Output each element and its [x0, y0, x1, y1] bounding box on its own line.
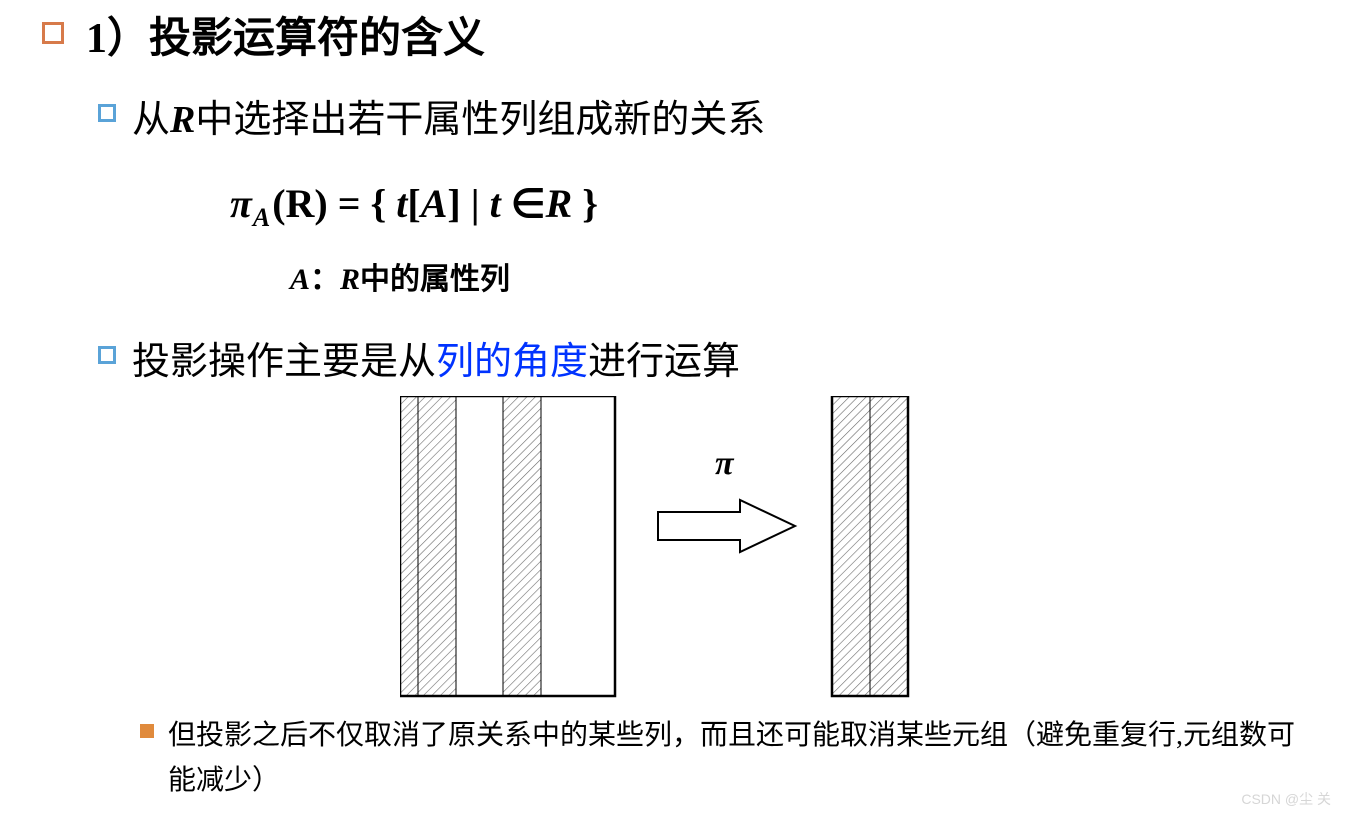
- formula-R2: R: [546, 181, 573, 226]
- projection-diagram: π: [400, 396, 960, 696]
- sub2-highlight: 列的角度: [436, 341, 588, 383]
- formula-note-A: A: [290, 263, 310, 296]
- formula-A2: A: [421, 181, 448, 226]
- note-text: 但投影之后不仅取消了原关系中的某些列，而且还可能取消某些元组（避免重复行,元组数…: [168, 714, 1309, 804]
- note-bullet-icon: [140, 724, 154, 738]
- sub-bullet-icon: [98, 104, 116, 122]
- formula-bracket-close: ]: [447, 181, 460, 226]
- formula-note: A：R中的属性列: [290, 254, 510, 298]
- slide: 1）投影运算符的含义 从R中选择出若干属性列组成新的关系 πA(R) = { t…: [0, 0, 1349, 819]
- sub1-prefix: 从: [132, 99, 170, 141]
- diagram-target-relation: [832, 396, 908, 696]
- diagram-svg: π: [400, 396, 960, 716]
- formula-open: (R) = {: [272, 181, 396, 226]
- watermark-text: CSDN @尘 关: [1241, 789, 1331, 809]
- formula-bracket-open: [: [407, 181, 420, 226]
- sub1-italic-R: R: [170, 99, 195, 141]
- sub1-text: 从R中选择出若干属性列组成新的关系: [132, 88, 765, 143]
- diagram-pi-label: π: [715, 445, 735, 482]
- formula-sub-A: A: [253, 203, 270, 232]
- heading-bullet-icon: [42, 22, 64, 44]
- sub1-suffix: 中选择出若干属性列组成新的关系: [195, 99, 765, 141]
- formula-t2: t: [490, 181, 511, 226]
- heading-row: 1）投影运算符的含义: [42, 4, 485, 65]
- sub2-prefix: 投影操作主要是从: [132, 341, 436, 383]
- sub-bullet-2: 投影操作主要是从列的角度进行运算: [98, 330, 740, 385]
- formula-note-colon: ：: [310, 263, 340, 296]
- formula-pi: π: [230, 181, 252, 226]
- formula-close: }: [572, 181, 598, 226]
- sub-bullet-icon: [98, 346, 116, 364]
- diagram-arrow-icon: [658, 500, 795, 552]
- formula-in: ∈: [511, 181, 546, 226]
- sub2-text: 投影操作主要是从列的角度进行运算: [132, 330, 740, 385]
- formula-t: t: [396, 181, 407, 226]
- projection-formula: πA(R) = { t[A] | t ∈R }: [230, 180, 598, 233]
- formula-note-rest: 中的属性列: [360, 263, 510, 296]
- formula-bar: |: [461, 181, 490, 226]
- sub-bullet-1: 从R中选择出若干属性列组成新的关系: [98, 88, 765, 143]
- diagram-source-relation: [400, 396, 615, 696]
- note-row: 但投影之后不仅取消了原关系中的某些列，而且还可能取消某些元组（避免重复行,元组数…: [140, 714, 1309, 804]
- heading-text: 1）投影运算符的含义: [86, 4, 485, 65]
- sub2-suffix: 进行运算: [588, 341, 740, 383]
- formula-note-R: R: [340, 263, 360, 296]
